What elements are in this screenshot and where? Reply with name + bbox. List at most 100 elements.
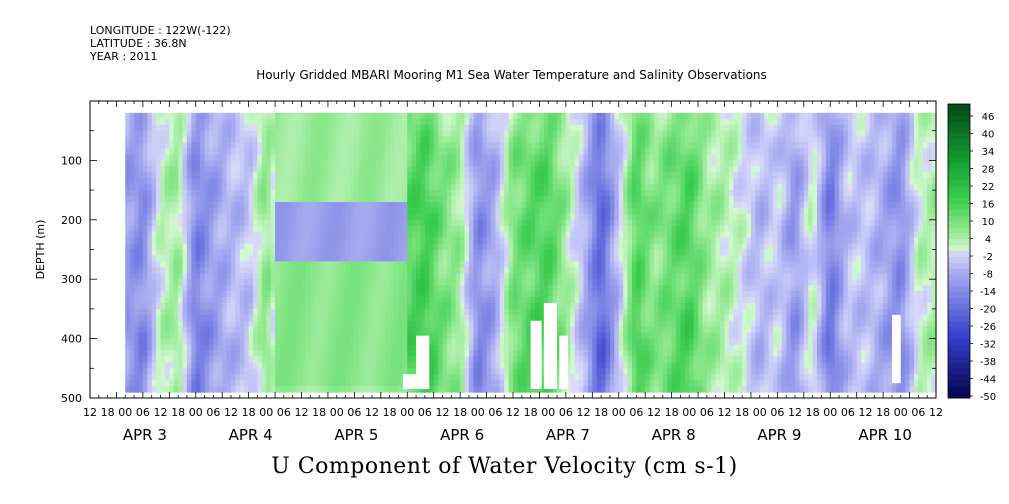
heatmap-cell (574, 237, 580, 245)
heatmap-cell (438, 160, 444, 167)
heatmap-cell (173, 273, 179, 280)
heatmap-cell (345, 148, 351, 156)
heatmap-cell (257, 172, 263, 179)
heatmap-cell (561, 386, 567, 393)
heatmap-cell (398, 362, 404, 369)
heatmap-cell (579, 267, 585, 274)
heatmap-cell (455, 207, 461, 215)
heatmap-cell (438, 196, 444, 203)
heatmap-cell (477, 196, 483, 203)
heatmap-cell (327, 279, 333, 286)
heatmap-cell (345, 326, 351, 334)
heatmap-cell (336, 291, 342, 298)
heatmap-cell (490, 326, 496, 334)
heatmap-cell (552, 148, 558, 156)
heatmap-cell (398, 178, 404, 185)
heatmap-cell (164, 213, 170, 221)
heatmap-cell (495, 207, 501, 215)
heatmap-cell (389, 267, 395, 274)
heatmap-cell (394, 231, 400, 239)
heatmap-cell (208, 142, 214, 150)
heatmap-cell (517, 320, 523, 328)
heatmap-cell (482, 249, 488, 257)
heatmap-cell (217, 314, 223, 322)
heatmap-cell (147, 249, 153, 257)
heatmap-cell (345, 297, 351, 304)
heatmap-cell (380, 190, 386, 197)
heatmap-cell (173, 124, 179, 132)
heatmap-cell (490, 261, 496, 268)
heatmap-cell (504, 374, 510, 381)
heatmap-cell (446, 332, 452, 340)
heatmap-cell (217, 338, 223, 346)
heatmap-cell (147, 136, 153, 144)
heatmap-cell (385, 285, 391, 292)
heatmap-cell (579, 178, 585, 185)
heatmap-cell (310, 356, 316, 363)
heatmap-cell (358, 332, 364, 340)
heatmap-cell (574, 243, 580, 251)
heatmap-cell (508, 368, 514, 375)
heatmap-cell (385, 201, 391, 209)
heatmap-cell (517, 332, 523, 340)
heatmap-cell (394, 374, 400, 381)
heatmap-cell (200, 219, 206, 227)
heatmap-cell (543, 166, 549, 173)
heatmap-cell (169, 196, 175, 203)
heatmap-cell (239, 356, 245, 363)
heatmap-cell (535, 243, 541, 251)
heatmap-cell (129, 368, 135, 375)
heatmap-cell (297, 130, 303, 138)
heatmap-cell (446, 112, 452, 120)
heatmap-cell (473, 368, 479, 375)
heatmap-cell (446, 356, 452, 363)
heatmap-cell (327, 326, 333, 334)
heatmap-cell (301, 374, 307, 381)
heatmap-cell (266, 154, 272, 161)
heatmap-cell (292, 291, 298, 298)
heatmap-cell (222, 356, 228, 363)
heatmap-cell (455, 320, 461, 328)
heatmap-cell (490, 332, 496, 340)
heatmap-cell (336, 166, 342, 173)
heatmap-cell (169, 201, 175, 209)
heatmap-cell (587, 201, 593, 209)
heatmap-cell (173, 237, 179, 245)
heatmap-cell (275, 308, 281, 316)
heatmap-cell (407, 326, 413, 334)
heatmap-cell (394, 255, 400, 262)
heatmap-cell (570, 314, 576, 322)
heatmap-cell (204, 291, 210, 298)
heatmap-cell (195, 207, 201, 215)
heatmap-cell (464, 291, 470, 298)
heatmap-cell (156, 362, 162, 369)
heatmap-cell (323, 231, 329, 239)
heatmap-cell (182, 332, 188, 340)
heatmap-cell (164, 243, 170, 251)
heatmap-cell (336, 160, 342, 167)
heatmap-cell (557, 279, 563, 286)
heatmap-cell (305, 356, 311, 363)
heatmap-cell (486, 273, 492, 280)
heatmap-cell (411, 160, 417, 167)
heatmap-cell (279, 380, 285, 387)
heatmap-cell (367, 356, 373, 363)
heatmap-cell (195, 356, 201, 363)
heatmap-cell (134, 368, 140, 375)
heatmap-cell (451, 172, 457, 179)
heatmap-cell (195, 225, 201, 233)
heatmap-cell (292, 368, 298, 375)
heatmap-cell (239, 267, 245, 274)
heatmap-cell (164, 362, 170, 369)
heatmap-cell (376, 160, 382, 167)
heatmap-cell (288, 237, 294, 245)
heatmap-cell (429, 213, 435, 221)
heatmap-cell (411, 285, 417, 292)
heatmap-cell (297, 136, 303, 144)
heatmap-cell (451, 219, 457, 227)
heatmap-cell (583, 386, 589, 393)
heatmap-cell (200, 308, 206, 316)
heatmap-cell (341, 380, 347, 387)
heatmap-cell (526, 344, 532, 352)
heatmap-cell (129, 219, 135, 227)
